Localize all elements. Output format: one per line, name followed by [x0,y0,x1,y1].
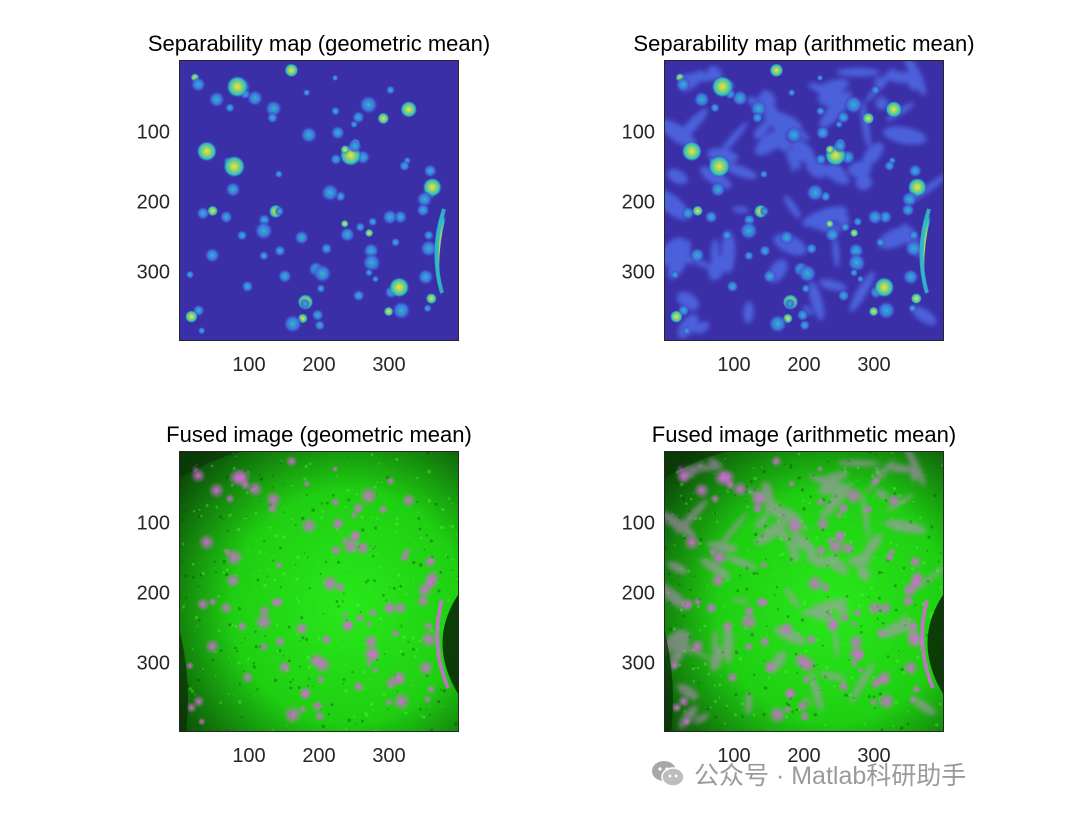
y-tick: 300 [136,652,170,675]
watermark-text: 公众号 · Matlab科研助手 [694,762,967,790]
y-tick: 200 [136,191,170,214]
y-tick: 100 [136,512,170,535]
x-tick: 200 [302,354,336,376]
x-tick: 200 [302,745,336,767]
x-tick: 200 [787,354,821,376]
wechat-icon [652,761,685,787]
x-tick: 300 [857,354,891,376]
panel-title: Fused image (geometric mean) [166,422,472,447]
y-tick: 100 [621,121,655,144]
y-tick: 200 [621,582,655,605]
image-axes [179,60,459,341]
image-axes [664,451,944,732]
x-tick: 100 [717,354,751,376]
x-tick: 200 [787,745,821,767]
x-tick: 300 [372,354,406,376]
image-axes [179,451,459,732]
x-tick: 100 [232,354,266,376]
y-tick: 300 [621,261,655,284]
x-tick: 100 [717,745,751,767]
separability-map-image [180,61,458,340]
x-tick: 300 [857,745,891,767]
image-axes [664,60,944,341]
y-tick: 100 [621,512,655,535]
y-tick: 300 [621,652,655,675]
y-tick: 300 [136,261,170,284]
panel-title: Separability map (geometric mean) [147,31,491,56]
x-tick: 300 [372,745,406,767]
watermark: 公众号 · Matlab科研助手 [650,757,966,791]
y-tick: 200 [621,191,655,214]
panel-title: Separability map (arithmetic mean) [633,31,975,56]
x-tick: 100 [232,745,266,767]
fused-image [665,452,943,731]
separability-map-image [665,61,943,340]
y-tick: 200 [136,582,170,605]
fused-image [180,452,458,731]
y-tick: 100 [136,121,170,144]
panel-title: Fused image (arithmetic mean) [651,422,957,447]
